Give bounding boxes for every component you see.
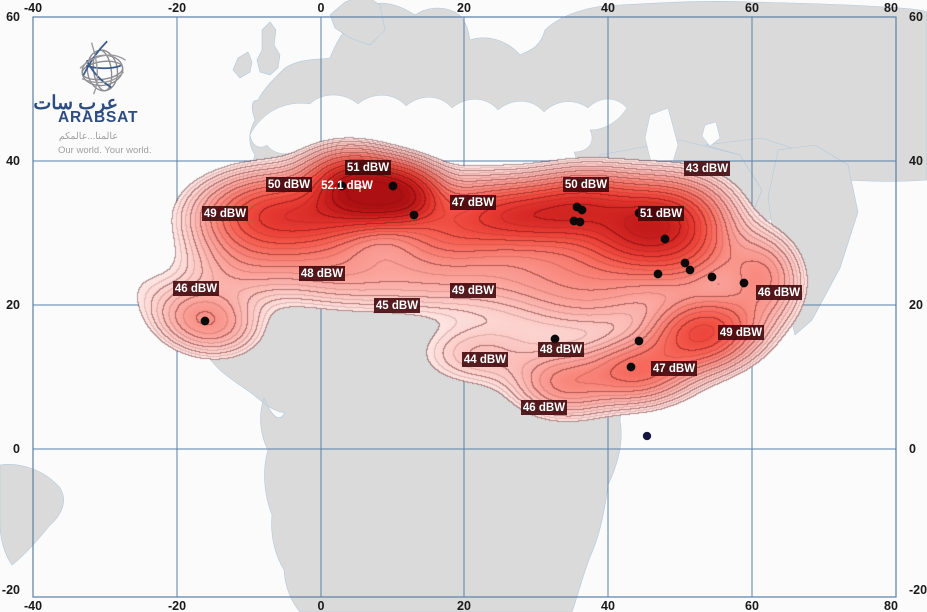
svg-text:52.1 dBW: 52.1 dBW <box>321 180 373 192</box>
svg-text:46 dBW: 46 dBW <box>758 287 800 299</box>
svg-text:50 dBW: 50 dBW <box>565 179 607 191</box>
svg-text:49 dBW: 49 dBW <box>720 327 762 339</box>
svg-text:48 dBW: 48 dBW <box>301 268 343 280</box>
svg-text:51 dBW: 51 dBW <box>640 208 682 220</box>
svg-text:50 dBW: 50 dBW <box>268 179 310 191</box>
svg-text:46 dBW: 46 dBW <box>523 402 565 414</box>
svg-text:43 dBW: 43 dBW <box>686 163 728 175</box>
svg-text:45 dBW: 45 dBW <box>376 300 418 312</box>
svg-text:51 dBW: 51 dBW <box>347 162 389 174</box>
svg-text:44 dBW: 44 dBW <box>464 354 506 366</box>
svg-text:47 dBW: 47 dBW <box>452 197 494 209</box>
svg-text:49 dBW: 49 dBW <box>452 285 494 297</box>
svg-text:47 dBW: 47 dBW <box>653 363 695 375</box>
svg-text:46 dBW: 46 dBW <box>175 283 217 295</box>
svg-text:48 dBW: 48 dBW <box>540 344 582 356</box>
svg-text:49 dBW: 49 dBW <box>204 208 246 220</box>
